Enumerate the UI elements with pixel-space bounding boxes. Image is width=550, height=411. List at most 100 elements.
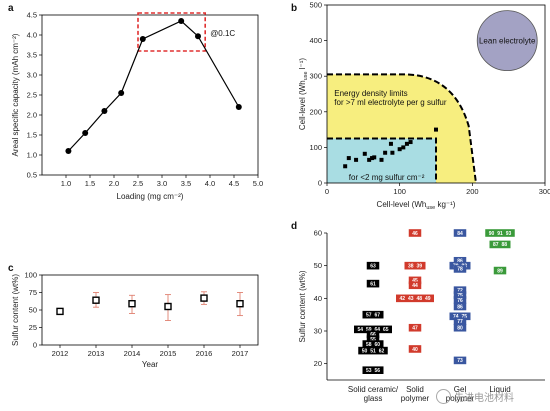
ref-box: 54 59 64 65 (354, 325, 392, 334)
y-tick-label: 4.0 (27, 31, 37, 40)
data-point (346, 156, 351, 161)
ref-label: 88 (501, 242, 507, 248)
data-point (56, 307, 64, 316)
rate-annotation: @0.1C (210, 29, 235, 38)
ref-box-fill (485, 229, 515, 237)
y-tick-label: 400 (309, 36, 322, 45)
x-axis-label: Loading (mg cm⁻²) (117, 192, 184, 201)
y-tick-label: 200 (309, 107, 322, 116)
ref-box: 38 39 (404, 261, 426, 270)
x-axis-label: Cell-level (Whuse kg⁻¹) (377, 200, 456, 211)
y-tick-label: 75 (29, 288, 37, 297)
y-tick-label: 1.5 (27, 131, 37, 140)
ref-box-fill (404, 261, 426, 270)
x-tick-label: 2015 (160, 349, 177, 358)
ref-box-fill (453, 356, 467, 365)
data-point (101, 108, 108, 114)
panel-letter-d: d (291, 221, 297, 232)
data-point (383, 150, 388, 155)
ref-label: 86 (457, 259, 463, 265)
ref-label: 86 (457, 304, 463, 310)
x-tick-label: 3.0 (157, 179, 167, 188)
y-tick-label: 4.5 (27, 11, 37, 20)
ref-box-fill (453, 296, 467, 304)
ref-box-fill (366, 330, 380, 339)
wechat-icon (436, 388, 451, 404)
ref-label: 54 (357, 327, 363, 333)
x-tick-label: 2012 (52, 349, 69, 358)
ref-box: 61 (366, 279, 380, 288)
ref-label: 49 (425, 296, 431, 302)
x-tick-label: 2014 (124, 349, 141, 358)
ref-box-fill (362, 310, 384, 319)
ref-label: 67 (374, 312, 380, 318)
ref-box-fill (453, 317, 467, 325)
x-tick-label: 300 (539, 187, 550, 196)
ref-box-fill (453, 229, 467, 237)
ref-label: 84 (457, 231, 463, 237)
ref-box: 47 (408, 323, 422, 332)
watermark: 先进电池材料 (436, 387, 540, 405)
ref-label: 57 (366, 312, 372, 318)
energy-limit-label: Energy density limits (334, 89, 407, 98)
y-tick-label: 0 (33, 341, 37, 350)
ref-box: 89 (493, 266, 507, 275)
data-point (82, 130, 89, 136)
ref-label: 74 (453, 314, 459, 320)
y-axis-label: Sulfur content (wt%) (298, 270, 307, 342)
ref-label: 91 (497, 231, 503, 237)
data-point (128, 300, 136, 308)
ref-box-fill (493, 266, 507, 275)
panel-letter-a: a (8, 3, 14, 14)
ref-label: 44 (412, 283, 418, 289)
ref-box-fill (362, 340, 384, 348)
ref-label: 58 (366, 342, 372, 348)
data-point (362, 151, 367, 156)
data-point (390, 150, 395, 155)
watermark-text: 先进电池材料 (454, 392, 514, 404)
ref-box-fill (449, 312, 471, 321)
x-axis-label: Year (142, 360, 159, 369)
plot-frame (41, 274, 259, 346)
x-tick-label: 2013 (88, 349, 105, 358)
data-point (408, 140, 413, 145)
lean-electrolyte-region (476, 10, 538, 71)
y-tick-label: 2.0 (27, 111, 37, 120)
y-tick-label: 3.5 (27, 51, 37, 60)
ref-box: 53 56 (362, 366, 384, 374)
ref-box: 74 75 (449, 312, 471, 321)
y-tick-label: 60 (314, 229, 322, 238)
x-tick-label: 2.5 (133, 179, 143, 188)
data-point (195, 33, 201, 40)
data-point (178, 18, 185, 24)
ref-label: 40 (412, 347, 418, 353)
ref-label: 78 (457, 267, 463, 273)
data-point (354, 157, 359, 162)
y-tick-label: 100 (309, 143, 322, 152)
ref-box: 76 (453, 296, 467, 304)
ref-box-fill (453, 265, 467, 273)
ref-box-fill (489, 240, 511, 249)
ref-label: 75 (461, 314, 467, 320)
panel-c: 2012 2013 2014 2015 2016 2017 0 25 50 75 100 Year Su… (11, 271, 259, 369)
ref-box-fill (358, 346, 388, 355)
ref-box-fill (453, 291, 467, 299)
x-tick-label: 4.0 (205, 179, 215, 188)
data-point (235, 104, 242, 110)
data-point (404, 141, 409, 146)
x-tick-label: 3.5 (181, 179, 191, 188)
ref-box-fill (408, 229, 422, 237)
data-point (200, 294, 208, 302)
ref-label: 72 (457, 288, 463, 294)
y-axis-label: Cell-level (Whuse l⁻¹) (298, 58, 309, 131)
x-tick-label: 1.5 (85, 179, 95, 188)
ref-label: 93 (506, 231, 512, 237)
ref-label: 77 (457, 319, 463, 325)
y-tick-label: 2.5 (27, 91, 37, 100)
y-tick-label: 0 (318, 179, 322, 188)
ref-label: 43 (408, 296, 414, 302)
panel-a: 1.0 1.5 2.0 2.5 3.0 3.5 4.0 4.5 5.0 0.5 1.0 1.5 2.0 2… (11, 11, 263, 202)
ref-label: 76 (457, 298, 463, 304)
ref-label: 80 (457, 326, 463, 332)
